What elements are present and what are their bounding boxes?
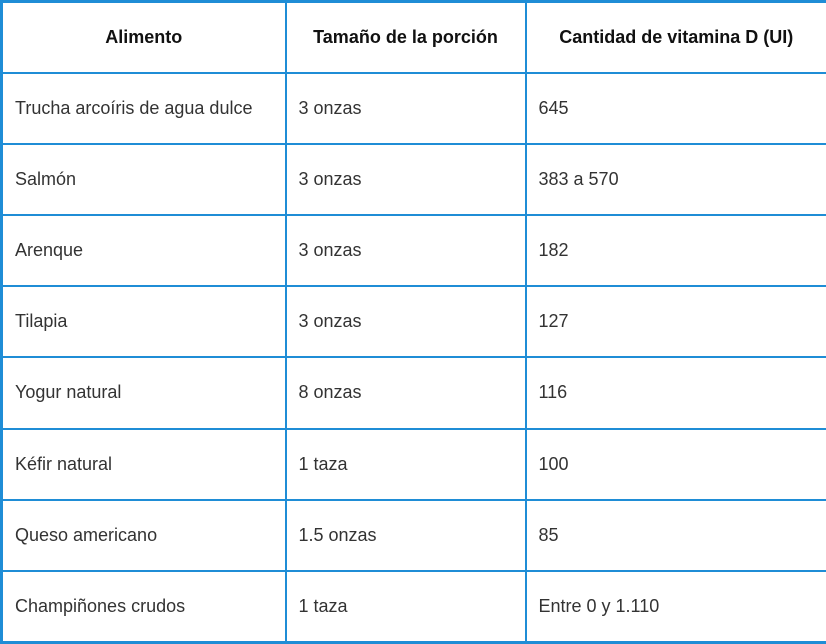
table-cell: 3 onzas bbox=[284, 214, 527, 288]
table-cell: 1.5 onzas bbox=[284, 498, 527, 572]
table-row: Champiñones crudos 1 taza Entre 0 y 1.110 bbox=[0, 569, 826, 644]
table-cell: 100 bbox=[524, 427, 826, 501]
table-cell: 8 onzas bbox=[284, 356, 527, 430]
table-cell: Salmón bbox=[0, 143, 287, 217]
header-row: Alimento Tamaño de la porción Cantidad de … bbox=[0, 0, 826, 74]
table-cell: 127 bbox=[524, 285, 826, 359]
header-cell: Cantidad de vitamina D (UI) bbox=[524, 0, 826, 74]
table-cell: 383 a 570 bbox=[524, 143, 826, 217]
table-cell: Kéfir natural bbox=[0, 427, 287, 501]
table-cell: 85 bbox=[524, 498, 826, 572]
table-row: Queso americano 1.5 onzas 85 bbox=[0, 498, 826, 572]
table-row: Tilapia 3 onzas 127 bbox=[0, 285, 826, 359]
table-cell: Trucha arcoíris de agua dulce bbox=[0, 71, 287, 146]
table-row: Kéfir natural 1 taza 100 bbox=[0, 427, 826, 501]
table-cell: 3 onzas bbox=[284, 143, 527, 217]
table-cell: 1 taza bbox=[284, 569, 527, 644]
table-cell: Yogur natural bbox=[0, 356, 287, 430]
table-cell: 1 taza bbox=[284, 427, 527, 501]
table-cell: 3 onzas bbox=[284, 285, 527, 359]
header-cell: Tamaño de la porción bbox=[284, 0, 527, 74]
table-cell: Queso americano bbox=[0, 498, 287, 572]
table-cell: Arenque bbox=[0, 214, 287, 288]
table-row: Trucha arcoíris de agua dulce 3 onzas 645 bbox=[0, 71, 826, 146]
table-cell: 3 onzas bbox=[284, 71, 527, 146]
table-row: Salmón 3 onzas 383 a 570 bbox=[0, 143, 826, 217]
table-cell: Entre 0 y 1.110 bbox=[524, 569, 826, 644]
table-cell: 182 bbox=[524, 214, 826, 288]
table-cell: 645 bbox=[524, 71, 826, 146]
table-cell: Tilapia bbox=[0, 285, 287, 359]
header-cell: Alimento bbox=[0, 0, 287, 74]
table-cell: Champiñones crudos bbox=[0, 569, 287, 644]
table-row: Arenque 3 onzas 182 bbox=[0, 214, 826, 288]
table-body: Trucha arcoíris de agua dulce 3 onzas 645 S… bbox=[0, 71, 826, 644]
table-cell: 116 bbox=[524, 356, 826, 430]
table-row: Yogur natural 8 onzas 116 bbox=[0, 356, 826, 430]
